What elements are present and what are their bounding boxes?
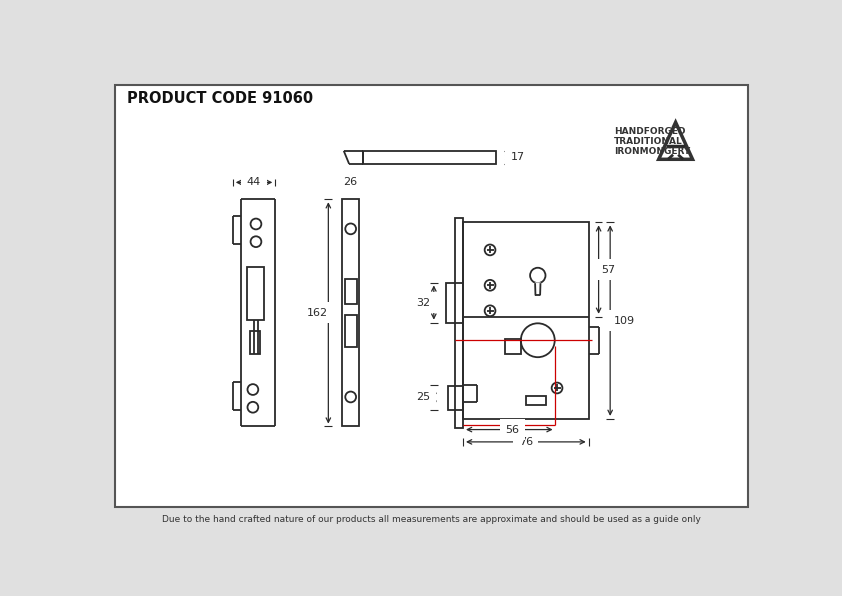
Bar [505,339,521,354]
Polygon shape [535,283,541,296]
Bar [342,199,360,427]
Bar [247,268,264,319]
Text: 162: 162 [307,308,328,318]
Text: 57: 57 [601,265,616,275]
Text: 17: 17 [511,153,525,162]
Text: IRONMONGERY: IRONMONGERY [614,147,690,156]
Text: 56: 56 [505,424,520,434]
Bar [448,386,463,409]
Bar [526,396,546,405]
Bar [344,315,357,347]
Bar [463,222,589,419]
Text: 26: 26 [344,178,358,187]
Bar [446,283,463,322]
Text: 25: 25 [416,392,430,402]
Bar [456,218,463,428]
Text: HANDFORGED: HANDFORGED [614,127,685,136]
Text: PRODUCT CODE 91060: PRODUCT CODE 91060 [127,91,313,106]
Text: 76: 76 [519,437,533,447]
Text: 32: 32 [416,297,430,308]
Bar [250,331,260,354]
Text: TRADITIONAL: TRADITIONAL [614,137,683,146]
Text: 109: 109 [614,316,635,325]
Bar [344,279,357,304]
Text: 44: 44 [247,178,261,187]
Bar [363,151,496,164]
Text: Due to the hand crafted nature of our products all measurements are approximate : Due to the hand crafted nature of our pr… [163,515,701,524]
